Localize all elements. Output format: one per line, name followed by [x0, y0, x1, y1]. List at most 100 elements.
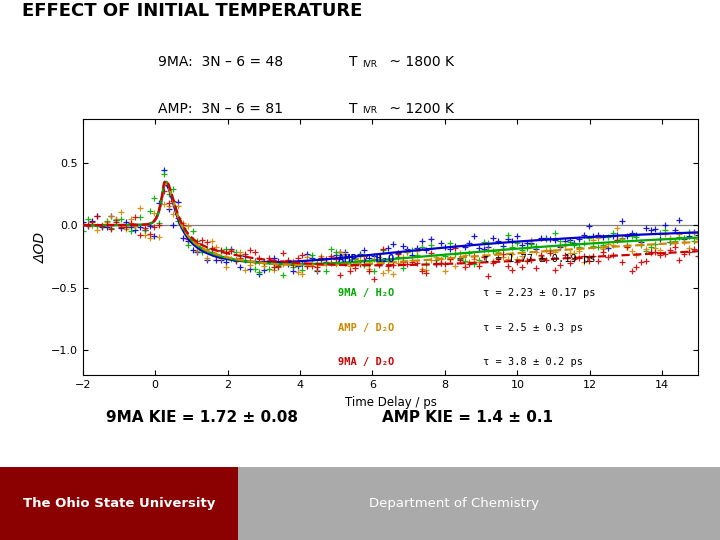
- Point: [220, 248, 232, 256]
- Point: [135, 213, 146, 221]
- Point: [426, 240, 437, 249]
- Point: [177, 219, 189, 227]
- Point: [535, 251, 546, 259]
- Text: EFFECT OF INITIAL TEMPERATURE: EFFECT OF INITIAL TEMPERATURE: [22, 2, 362, 20]
- Point: [364, 265, 375, 274]
- Point: [430, 255, 441, 264]
- Text: 9MA / H₂O: 9MA / H₂O: [338, 288, 395, 298]
- Point: [545, 246, 557, 254]
- Point: [168, 221, 179, 230]
- Point: [430, 260, 441, 268]
- Point: [268, 253, 279, 262]
- Point: [531, 264, 542, 272]
- Point: [139, 224, 150, 233]
- Point: [583, 234, 595, 242]
- Point: [292, 261, 303, 270]
- Point: [526, 236, 537, 245]
- Point: [320, 257, 332, 266]
- Point: [163, 199, 174, 207]
- Point: [101, 222, 112, 231]
- Point: [211, 256, 222, 265]
- Point: [464, 239, 475, 247]
- Point: [268, 260, 279, 268]
- Point: [583, 253, 595, 262]
- Point: [211, 252, 222, 260]
- Point: [225, 254, 236, 263]
- Point: [521, 257, 532, 266]
- Point: [354, 260, 365, 268]
- Point: [635, 239, 647, 248]
- Point: [492, 237, 504, 245]
- Point: [406, 250, 418, 259]
- Point: [516, 263, 528, 272]
- Point: [631, 231, 642, 239]
- Point: [364, 259, 375, 268]
- Point: [297, 265, 308, 274]
- Point: [192, 247, 203, 255]
- Point: [163, 189, 174, 198]
- Point: [426, 249, 437, 258]
- Point: [554, 243, 566, 252]
- Point: [120, 223, 132, 232]
- Point: [540, 246, 552, 254]
- Point: [459, 256, 470, 265]
- Point: [330, 251, 341, 259]
- Point: [201, 245, 212, 254]
- Point: [631, 262, 642, 271]
- Point: [516, 241, 528, 250]
- Point: [235, 263, 246, 272]
- Point: [110, 216, 122, 225]
- Point: [464, 258, 475, 267]
- Point: [497, 241, 508, 250]
- Point: [611, 235, 623, 244]
- Point: [373, 256, 384, 265]
- Point: [96, 222, 108, 231]
- Text: AMP:  3N – 6 = 81: AMP: 3N – 6 = 81: [158, 102, 284, 116]
- Point: [148, 194, 160, 202]
- Point: [660, 226, 671, 234]
- Point: [173, 216, 184, 225]
- Point: [507, 242, 518, 251]
- Point: [626, 229, 637, 238]
- Point: [492, 247, 504, 256]
- Point: [554, 260, 566, 269]
- Point: [359, 256, 370, 265]
- X-axis label: Time Delay / ps: Time Delay / ps: [345, 396, 436, 409]
- Point: [354, 249, 365, 258]
- Point: [444, 254, 456, 263]
- Point: [406, 258, 418, 267]
- Point: [86, 220, 98, 229]
- Point: [148, 208, 160, 217]
- Point: [387, 270, 399, 279]
- Point: [206, 247, 217, 256]
- Point: [330, 254, 341, 263]
- Point: [478, 245, 490, 253]
- Point: [192, 237, 203, 245]
- Point: [492, 254, 504, 262]
- Point: [502, 231, 513, 240]
- Point: [664, 237, 675, 246]
- Point: [416, 242, 428, 251]
- Point: [607, 232, 618, 240]
- Point: [115, 214, 127, 223]
- Point: [263, 253, 274, 262]
- Point: [197, 235, 208, 244]
- Point: [315, 256, 327, 265]
- Point: [220, 258, 232, 267]
- Point: [139, 226, 150, 235]
- Point: [411, 246, 423, 255]
- Point: [607, 240, 618, 249]
- Point: [564, 236, 575, 245]
- Point: [559, 241, 570, 249]
- Point: [621, 242, 633, 251]
- Text: 9MA KIE = 1.72 ± 0.08: 9MA KIE = 1.72 ± 0.08: [106, 410, 297, 424]
- Point: [253, 258, 265, 267]
- Point: [148, 232, 160, 240]
- Point: [215, 255, 227, 264]
- Point: [230, 256, 241, 265]
- Point: [444, 255, 456, 264]
- Point: [340, 253, 351, 262]
- Point: [82, 221, 94, 230]
- Point: [273, 262, 284, 271]
- Point: [449, 261, 461, 270]
